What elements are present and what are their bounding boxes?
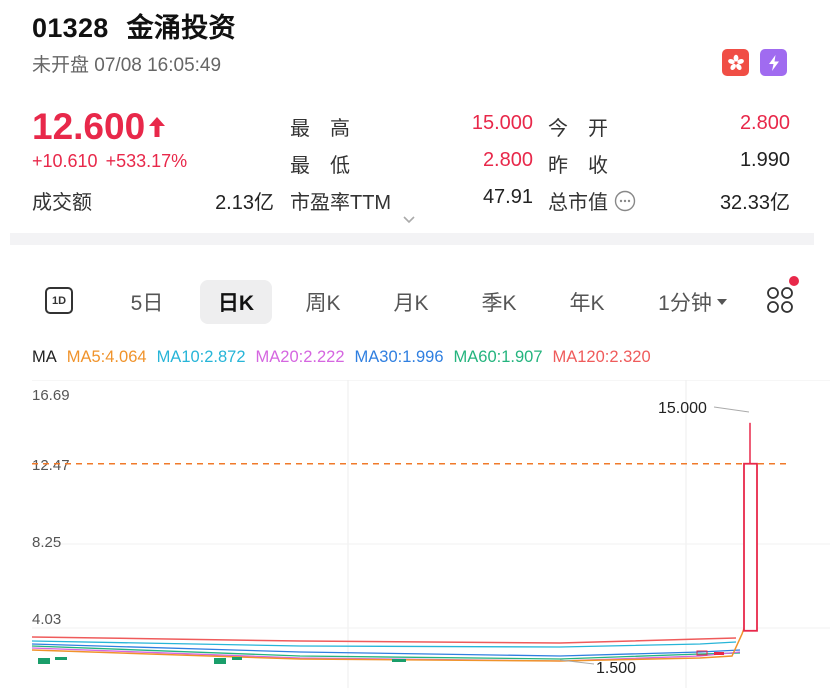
hk-market-icon[interactable] (722, 49, 749, 76)
open-value: 2.800 (739, 112, 790, 134)
high-label: 最 高 (290, 118, 350, 140)
ma-legend: MA MA5:4.064 MA10:2.872 MA20:2.222 MA30:1.99… (32, 348, 661, 367)
up-arrow-icon (149, 117, 166, 137)
ma10-line (31, 640, 737, 648)
mcap-label-group: 总市值 (548, 186, 636, 215)
ma10-value: MA10:2.872 (156, 348, 246, 366)
tab-minute-label: 1分钟 (658, 292, 712, 315)
prev-close-value: 1.990 (739, 149, 790, 171)
ma5-line (31, 611, 751, 662)
market-status: 未开盘 07/08 16:05:49 (32, 55, 222, 76)
notification-dot (789, 276, 799, 286)
tab-month-k[interactable]: 月K (393, 292, 429, 315)
y-tick-label: 8.25 (32, 534, 61, 551)
turnover-value: 2.13亿 (215, 192, 274, 214)
low-value: 2.800 (482, 149, 533, 171)
more-info-icon[interactable] (614, 190, 636, 212)
tab-year-k[interactable]: 年K (569, 292, 605, 315)
tab-week-k[interactable]: 周K (305, 292, 341, 315)
tab-day-k[interactable]: 日K (200, 280, 272, 324)
candle (696, 650, 708, 656)
ma-label: MA (32, 348, 57, 366)
candle (232, 657, 242, 660)
mcap-label: 总市值 (548, 192, 608, 214)
candle (214, 658, 226, 664)
candle (55, 657, 67, 660)
price-value: 12.600 (32, 106, 146, 147)
current-price: 12.600 (32, 106, 166, 148)
prev-close-label: 昨 收 (548, 155, 608, 177)
stock-title: 01328 金涌投资 (32, 6, 236, 45)
high-annotation-leader (713, 406, 750, 413)
lightning-icon[interactable] (760, 49, 787, 76)
ma120-value: MA120:2.320 (552, 348, 651, 366)
ma30-line (31, 643, 741, 657)
tab-quarter-k[interactable]: 季K (481, 292, 517, 315)
price-change: +10.610 +533.17% (32, 151, 187, 172)
stock-name: 金涌投资 (126, 13, 236, 43)
low-annotation-leader (559, 659, 595, 665)
high-value: 15.000 (471, 112, 533, 134)
y-tick-label: 12.47 (32, 457, 70, 474)
y-tick-label: 4.03 (32, 611, 61, 628)
high-annotation: 15.000 (658, 400, 707, 417)
chevron-down-icon[interactable] (402, 215, 416, 225)
candle (38, 658, 50, 664)
pe-label: 市盈率TTM (290, 192, 392, 214)
ma60-value: MA60:1.907 (453, 348, 543, 366)
pe-value: 47.91 (482, 186, 533, 208)
low-label: 最 低 (290, 155, 350, 177)
section-divider (10, 233, 814, 245)
tab-minute[interactable]: 1分钟 (648, 280, 738, 324)
indicator-grid-icon[interactable] (764, 284, 796, 316)
low-annotation: 1.500 (596, 660, 636, 677)
ma60-line (31, 645, 741, 660)
candlestick-chart[interactable]: 16.69 12.47 8.25 4.03 15.000 1.500 (0, 380, 830, 688)
change-percent: +533.17% (105, 151, 188, 171)
open-label: 今 开 (548, 118, 608, 140)
turnover-label: 成交额 (32, 192, 92, 214)
ma30-value: MA30:1.996 (354, 348, 444, 366)
ma120-line (31, 636, 737, 644)
candle (714, 652, 724, 655)
mcap-value: 32.33亿 (719, 192, 790, 214)
change-amount: +10.610 (32, 151, 98, 171)
y-tick-label: 16.69 (32, 387, 70, 404)
last-candle[interactable] (743, 462, 758, 632)
tab-5-day[interactable]: 5日 (130, 292, 164, 315)
ma5-value: MA5:4.064 (66, 348, 147, 366)
intraday-1d-icon[interactable]: 1D (45, 287, 73, 314)
stock-code: 01328 (32, 13, 109, 43)
ma20-value: MA20:2.222 (255, 348, 345, 366)
dropdown-arrow-icon (716, 299, 727, 305)
candle (392, 659, 406, 662)
